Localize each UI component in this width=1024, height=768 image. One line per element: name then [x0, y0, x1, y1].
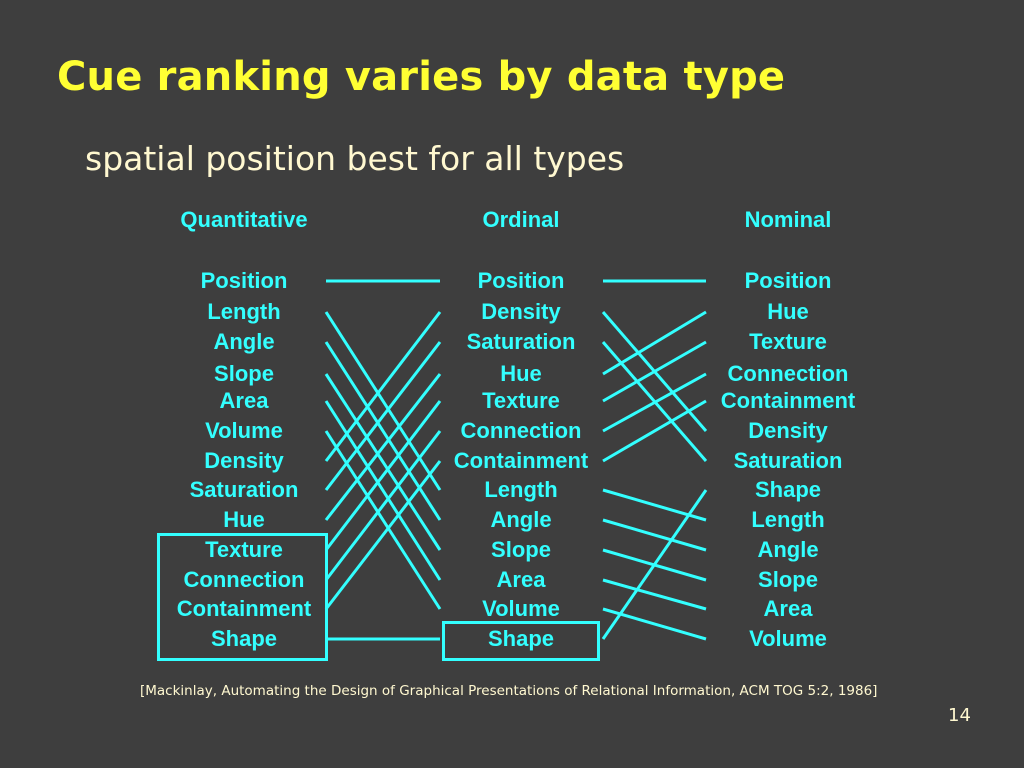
connector-quant-ord-saturation — [324, 341, 442, 491]
slide-title: Cue ranking varies by data type — [57, 54, 786, 100]
quantitative-item-texture: Texture — [205, 537, 283, 562]
nominal-column: Nominal Position Hue Texture Connection Cont… — [688, 0, 888, 768]
nominal-item-density: Density — [748, 418, 828, 443]
connector-quant-ord-area — [324, 400, 442, 581]
nominal-header: Nominal — [744, 207, 832, 232]
quantitative-item-length: Length — [207, 299, 281, 324]
nominal-item-slope: Slope — [758, 567, 818, 592]
nominal-item-connection: Connection — [727, 361, 849, 386]
connector-ord-nom-containment — [602, 399, 707, 463]
ordinal-item-position: Position — [477, 268, 565, 293]
nominal-item-position: Position — [744, 268, 832, 293]
quantitative-grouped-box — [157, 533, 328, 661]
quantitative-item-containment: Containment — [176, 596, 312, 621]
ordinal-shape-box — [442, 621, 600, 661]
nominal-item-volume: Volume — [749, 626, 827, 651]
ordinal-item-saturation: Saturation — [466, 329, 576, 354]
connector-quant-ord-slope — [324, 373, 442, 551]
quantitative-item-area: Area — [219, 388, 269, 413]
quantitative-item-angle: Angle — [213, 329, 275, 354]
ordinal-item-texture: Texture — [482, 388, 560, 413]
connector-quant-ord-angle — [324, 341, 442, 521]
connector-quant-ord-length — [324, 311, 442, 491]
nominal-item-saturation: Saturation — [733, 448, 843, 473]
ordinal-item-area: Area — [496, 567, 546, 592]
slide-subtitle: spatial position best for all types — [85, 139, 625, 178]
connector-ord-nom-area — [602, 578, 707, 611]
ordinal-header: Ordinal — [482, 207, 560, 232]
quantitative-item-position: Position — [200, 268, 288, 293]
ordinal-item-length: Length — [484, 477, 558, 502]
ordinal-item-hue: Hue — [500, 361, 542, 386]
ordinal-item-connection: Connection — [460, 418, 582, 443]
quantitative-item-shape: Shape — [210, 626, 278, 651]
connector-quant-ord-connection — [324, 430, 442, 581]
connector-quant-ord-containment — [324, 460, 442, 610]
nominal-item-containment: Containment — [720, 388, 856, 413]
connector-quant-ord-volume — [324, 430, 442, 610]
connector-ord-nom-connection — [602, 372, 707, 433]
nominal-item-angle: Angle — [757, 537, 819, 562]
quantitative-item-hue: Hue — [223, 507, 265, 532]
page-number: 14 — [948, 705, 971, 726]
quantitative-item-density: Density — [204, 448, 284, 473]
quantitative-header: Quantitative — [180, 207, 308, 232]
connector-ord-nom-shape — [601, 489, 708, 640]
nominal-item-hue: Hue — [767, 299, 809, 324]
connector-quant-ord-hue — [324, 373, 442, 521]
quantitative-item-saturation: Saturation — [189, 477, 299, 502]
ordinal-item-density: Density — [481, 299, 561, 324]
citation: [Mackinlay, Automating the Design of Gra… — [140, 683, 878, 699]
nominal-item-length: Length — [751, 507, 825, 532]
connector-quant-ord-density — [324, 311, 442, 462]
quantitative-item-connection: Connection — [183, 567, 305, 592]
quantitative-item-slope: Slope — [214, 361, 274, 386]
nominal-item-shape: Shape — [754, 477, 822, 502]
connector-ord-nom-angle — [602, 518, 707, 552]
nominal-item-texture: Texture — [749, 329, 827, 354]
ordinal-item-volume: Volume — [482, 596, 560, 621]
connector-ord-nom-texture — [602, 340, 707, 403]
connector-ord-nom-hue — [602, 310, 707, 376]
ordinal-item-slope: Slope — [491, 537, 551, 562]
ordinal-column: Ordinal Position Density Saturation Hue Text… — [421, 0, 621, 768]
ordinal-item-shape: Shape — [487, 626, 555, 651]
quantitative-column: Quantitative Position Length Angle Slope Are… — [144, 0, 344, 768]
quantitative-item-volume: Volume — [205, 418, 283, 443]
nominal-item-area: Area — [763, 596, 813, 621]
ordinal-item-angle: Angle — [490, 507, 552, 532]
ordinal-item-containment: Containment — [453, 448, 589, 473]
connector-quant-ord-texture — [324, 400, 442, 551]
